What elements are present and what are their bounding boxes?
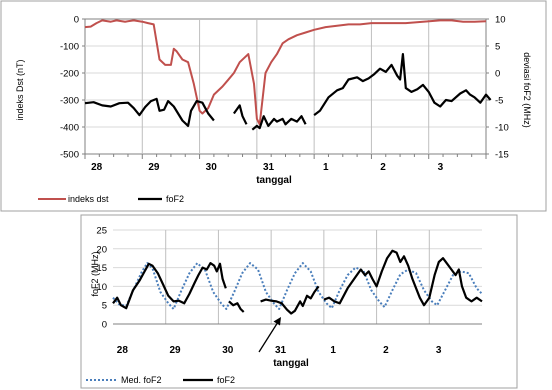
top-day-label: 28	[91, 162, 103, 173]
bottom-day-label: 29	[170, 345, 182, 356]
top-left-tick-label: -100	[60, 42, 79, 53]
top-left-tick-label: -500	[60, 150, 79, 161]
fof2-line	[112, 262, 227, 310]
fof2-deviation-line	[84, 97, 215, 128]
top-day-label: 31	[263, 162, 275, 173]
top-right-tick-label: -15	[495, 150, 509, 161]
top-right-tick-label: 5	[495, 42, 500, 53]
bottom-day-label: 2	[383, 345, 389, 356]
bottom-day-label: 3	[436, 345, 442, 356]
top-right-tick-label: -10	[495, 123, 509, 134]
bottom-tick-label: 5	[102, 301, 107, 312]
top-ylabel-right: deviasi foF2 (MHz)	[522, 52, 532, 128]
bottom-day-label: 31	[275, 345, 287, 356]
fof2-deviation-line	[313, 52, 492, 116]
top-day-label: 29	[148, 162, 160, 173]
dst-series-line	[84, 19, 487, 126]
bottom-tick-label: 20	[96, 244, 107, 255]
arrow-shaft	[258, 321, 279, 353]
top-right-tick-label: 10	[495, 15, 506, 26]
arrow-head	[273, 317, 281, 326]
top-left-tick-label: -300	[60, 96, 79, 107]
bottom-legend: Med. foF2 foF2	[86, 375, 235, 385]
legend-fof2-label: foF2	[166, 194, 184, 204]
fof2-line	[228, 300, 245, 313]
bottom-day-label: 1	[330, 345, 336, 356]
top-day-label: 3	[438, 162, 444, 173]
legend-median-label: Med. foF2	[121, 375, 162, 385]
top-legend: indeks dst foF2	[38, 194, 184, 204]
top-day-label: 1	[323, 162, 329, 173]
top-right-tick-label: 0	[495, 69, 500, 80]
median-fof2-line	[112, 262, 483, 310]
bottom-tick-label: 25	[96, 226, 107, 237]
fof2-line	[323, 249, 483, 307]
top-day-label: 30	[206, 162, 218, 173]
legend-dst-label: indeks dst	[68, 194, 109, 204]
top-ylabel-left: indeks Dst (nT)	[15, 59, 25, 120]
top-chart: 0 -100 -200 -300 -400 -500 10 5 0 -5 -10 -15 28 29 3…	[0, 0, 547, 212]
top-left-tick-label: -400	[60, 123, 79, 134]
bottom-day-label: 28	[117, 345, 129, 356]
bottom-day-label: 30	[222, 345, 234, 356]
arrow-annotation	[258, 317, 281, 353]
fof2-deviation-line	[233, 104, 248, 125]
top-day-label: 2	[380, 162, 386, 173]
bottom-tick-label: 10	[96, 282, 107, 293]
bottom-xlabel: tanggal	[273, 358, 309, 369]
top-left-tick-label: 0	[74, 15, 79, 26]
legend-fof2-b-label: foF2	[217, 375, 235, 385]
bottom-ylabel: foF2 (MHz)	[90, 251, 100, 296]
top-right-tick-label: -5	[495, 96, 503, 107]
fof2-deviation-line	[251, 115, 307, 131]
fof2-line	[260, 285, 320, 315]
bottom-tick-label: 0	[102, 320, 107, 331]
top-xlabel: tanggal	[256, 175, 292, 186]
top-left-tick-label: -200	[60, 69, 79, 80]
bottom-tick-label: 15	[96, 263, 107, 274]
